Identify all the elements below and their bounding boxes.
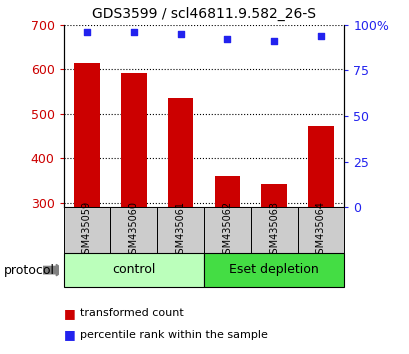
Bar (74, 63, 99, 207)
Text: protocol: protocol (4, 264, 55, 276)
Bar (121, 73, 146, 207)
Text: GSM435059: GSM435059 (82, 200, 92, 260)
Text: GSM435062: GSM435062 (222, 200, 232, 260)
Text: GSM435063: GSM435063 (269, 201, 279, 259)
Bar (63, 253, 203, 287)
FancyArrow shape (43, 264, 64, 276)
Title: GDS3599 / scl46811.9.582_26-S: GDS3599 / scl46811.9.582_26-S (92, 7, 315, 21)
Bar (250, 207, 297, 253)
Text: ■: ■ (63, 328, 75, 341)
Text: GSM435060: GSM435060 (128, 201, 138, 259)
Point (270, 38, 277, 44)
Point (83, 29, 90, 35)
Point (317, 33, 324, 39)
Text: percentile rank within the sample: percentile rank within the sample (80, 330, 267, 339)
Bar (204, 253, 344, 287)
Point (224, 36, 230, 42)
Bar (110, 207, 157, 253)
Bar (261, 184, 286, 207)
Text: control: control (112, 263, 155, 276)
Text: GSM435061: GSM435061 (175, 201, 185, 259)
Text: GSM435064: GSM435064 (315, 201, 325, 259)
Text: transformed count: transformed count (80, 308, 183, 318)
Bar (157, 207, 204, 253)
Text: Eset depletion: Eset depletion (229, 263, 318, 276)
Bar (204, 207, 250, 253)
Bar (214, 176, 240, 207)
Point (130, 29, 137, 35)
Text: ■: ■ (63, 307, 75, 320)
Bar (167, 98, 193, 207)
Bar (63, 207, 110, 253)
Bar (297, 207, 344, 253)
Bar (308, 126, 333, 207)
Point (177, 31, 183, 37)
